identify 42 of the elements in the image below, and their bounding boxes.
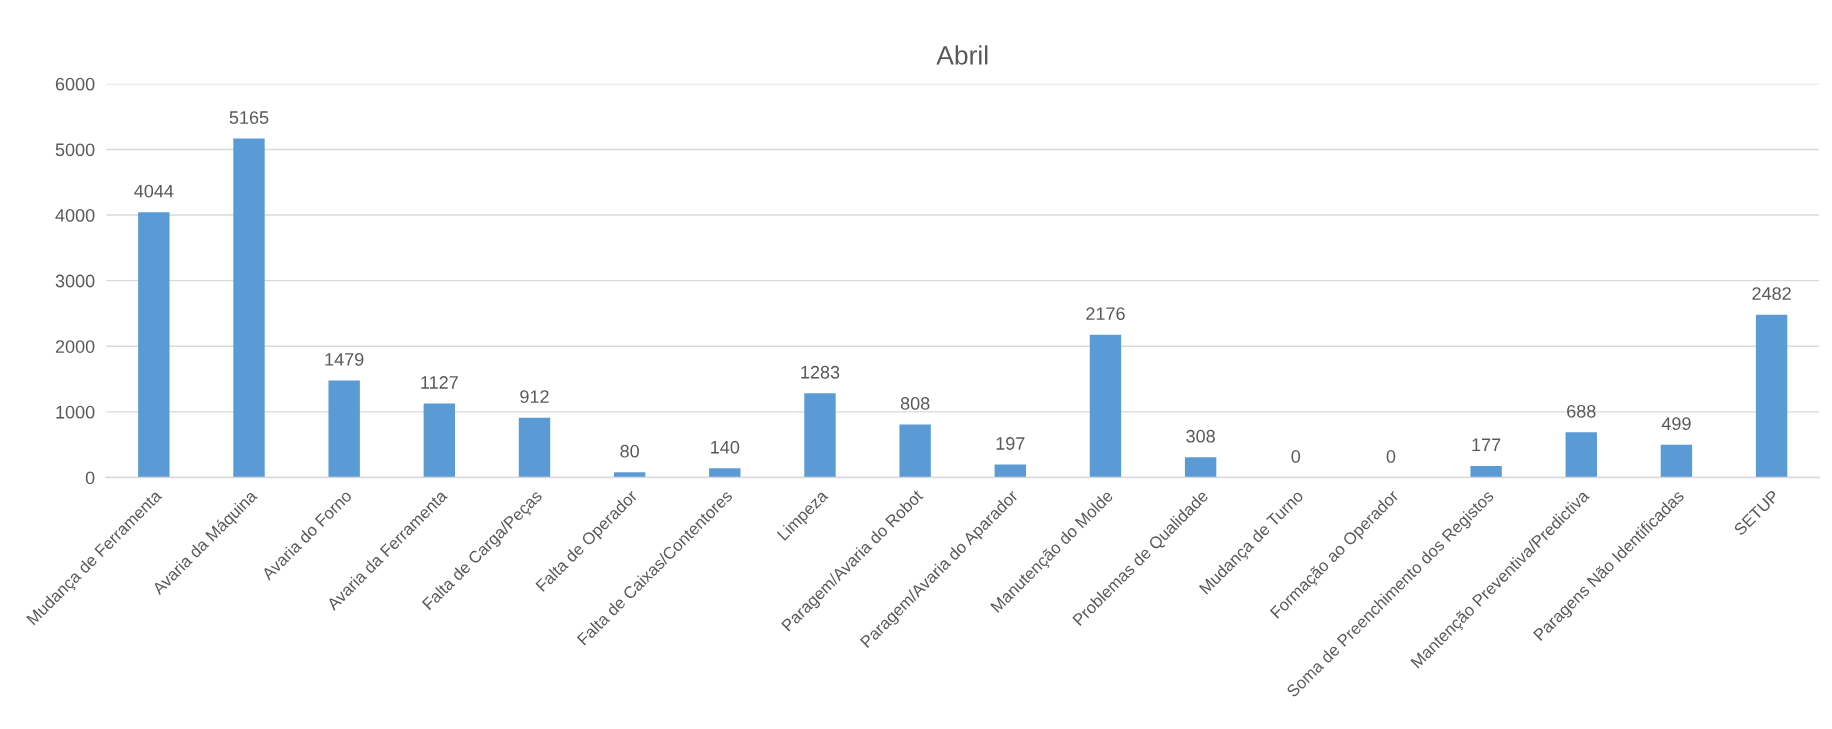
bar: [1470, 465, 1502, 478]
data-label: 688: [1567, 404, 1596, 418]
bar: [1565, 432, 1597, 478]
data-label: 1479: [325, 352, 364, 366]
y-tick-label: 5000: [55, 143, 95, 157]
bar: [709, 468, 741, 478]
data-label: 808: [900, 397, 930, 410]
y-tick-label: 0: [85, 471, 95, 485]
data-label: 140: [711, 440, 740, 454]
data-label: 197: [996, 437, 1025, 450]
bar: [233, 138, 265, 478]
data-label: 2482: [1752, 287, 1791, 300]
y-tick-label: 2000: [55, 340, 95, 353]
y-tick-label: 1000: [56, 405, 95, 419]
bar: [613, 472, 646, 478]
data-label: 0: [1386, 450, 1396, 463]
bar: [1089, 334, 1122, 478]
data-label: 2176: [1086, 307, 1125, 321]
data-label: 4044: [134, 184, 174, 198]
bar: [1755, 314, 1788, 478]
data-label: 1127: [421, 376, 458, 389]
data-label: 177: [1472, 438, 1501, 452]
y-tick-label: 4000: [55, 208, 95, 222]
bar: [804, 393, 836, 478]
bar: [518, 417, 551, 478]
data-label: 912: [520, 390, 549, 403]
data-label: 308: [1186, 429, 1215, 443]
data-label: 0: [1291, 450, 1301, 463]
data-label: 5165: [229, 111, 269, 124]
data-label: 1283: [801, 365, 840, 379]
bar: [1184, 457, 1217, 478]
bar: [138, 212, 170, 478]
bar: [423, 403, 456, 478]
data-label: 499: [1661, 417, 1691, 431]
chart-title: Abril: [936, 45, 988, 65]
data-label: 80: [620, 444, 639, 458]
y-tick-label: 3000: [55, 274, 95, 288]
bar: [328, 380, 360, 478]
bar: [1660, 444, 1693, 478]
bar: [899, 424, 931, 478]
bar: [994, 464, 1026, 478]
y-tick-label: 6000: [55, 77, 95, 91]
